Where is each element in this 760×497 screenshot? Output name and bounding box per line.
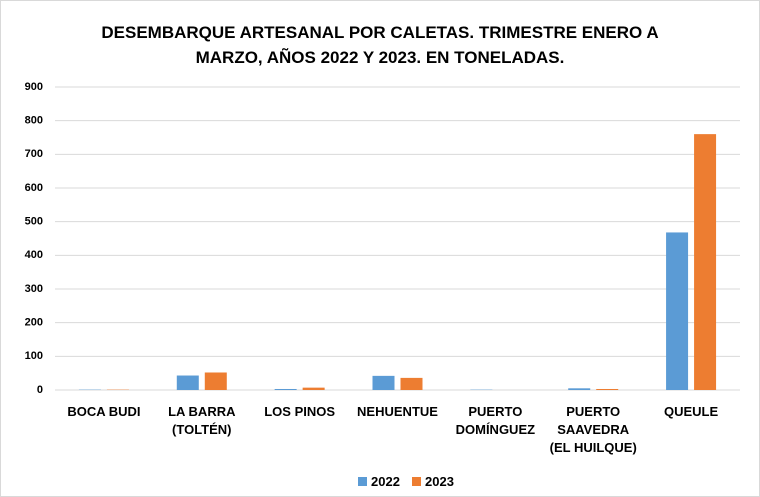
x-tick-label: NEHUENTUE: [357, 404, 438, 419]
legend-label: 2022: [371, 474, 400, 489]
legend-label: 2023: [425, 474, 454, 489]
bar: [694, 134, 717, 390]
y-tick-label: 400: [25, 249, 43, 261]
x-tick-label: BOCA BUDI: [67, 404, 141, 419]
bar: [372, 375, 395, 390]
y-tick-label: 500: [25, 216, 43, 228]
x-tick-label: PUERTO SAAVEDRA (EL HUILQUE): [549, 404, 637, 455]
y-tick-label: 900: [25, 81, 43, 93]
y-tick-label: 0: [37, 384, 43, 396]
y-tick-label: 800: [25, 115, 43, 127]
x-tick-label: QUEULE: [663, 404, 719, 419]
bar: [568, 388, 591, 390]
bar: [176, 375, 199, 390]
x-tick-label: PUERTO DOMÍNGUEZ: [455, 404, 536, 437]
y-tick-label: 300: [25, 283, 43, 295]
bar: [400, 377, 423, 390]
y-tick-label: 700: [25, 148, 43, 160]
legend-swatch: [412, 477, 421, 486]
bar: [204, 372, 227, 390]
y-tick-label: 600: [25, 182, 43, 194]
y-tick-label: 100: [25, 350, 43, 362]
bar: [274, 388, 297, 390]
bar: [302, 387, 325, 390]
x-tick-label: LA BARRA (TOLTÉN): [168, 404, 236, 437]
x-tick-label: LOS PINOS: [264, 404, 336, 419]
legend-swatch: [358, 477, 367, 486]
y-tick-label: 200: [25, 317, 43, 329]
bar: [596, 388, 619, 390]
chart-title: DESEMBARQUE ARTESANAL POR CALETAS. TRIME…: [101, 23, 659, 67]
bar: [666, 232, 689, 390]
